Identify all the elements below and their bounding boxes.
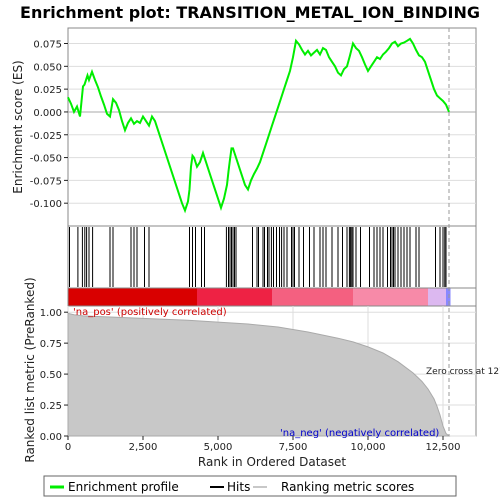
es-ytick-label: 0.000 — [33, 108, 62, 119]
es-ytick-label: 0.075 — [33, 40, 62, 51]
metric-xtick-label: 0 — [65, 442, 71, 453]
metric-ylabel: Ranked list metric (PreRanked) — [23, 277, 37, 462]
rank-color-bar — [68, 288, 451, 306]
zero-cross-label: Zero cross at 12700 — [426, 367, 500, 377]
es-ylabel: Enrichment score (ES) — [11, 60, 25, 193]
negative-correlation-label: 'na_neg' (negatively correlated) — [280, 428, 439, 439]
metric-ytick-label: 0.50 — [40, 370, 62, 381]
es-yticks: -0.100 -0.075 -0.050 -0.025 0.000 0.025 0.050 0… — [30, 40, 68, 210]
metric-xlabel: Rank in Ordered Dataset — [198, 455, 346, 469]
enrichment-profile-line — [67, 37, 450, 214]
metric-ytick-label: 1.00 — [40, 308, 62, 319]
legend-metric-label: Ranking metric scores — [281, 480, 414, 494]
metric-ytick-label: 0.75 — [40, 339, 62, 350]
rank-bar-segment — [446, 288, 451, 306]
chart-title: Enrichment plot: TRANSITION_METAL_ION_BI… — [20, 3, 480, 22]
rank-bar-segment — [353, 288, 428, 306]
es-ytick-label: -0.025 — [30, 131, 62, 142]
es-ytick-label: -0.050 — [30, 154, 62, 165]
ranking-metric-area — [67, 312, 451, 437]
legend-hits-label: Hits — [227, 480, 250, 494]
metric-xtick-label: 2,500 — [129, 442, 158, 453]
metric-xtick-label: 5,000 — [204, 442, 233, 453]
hit-marks — [69, 227, 447, 287]
metric-xticks: 0 2,500 5,000 7,500 10,000 12,500 — [65, 436, 461, 453]
rank-bar-segment — [428, 288, 446, 306]
metric-yticks: 0.00 0.25 0.50 0.75 1.00 — [40, 308, 68, 443]
metric-xtick-label: 12,500 — [426, 442, 461, 453]
metric-ytick-label: 0.25 — [40, 401, 62, 412]
es-ytick-label: 0.025 — [33, 85, 62, 96]
es-ytick-label: 0.050 — [33, 62, 62, 73]
legend-box — [43, 475, 457, 497]
rank-bar-segment — [197, 288, 272, 306]
metric-xtick-label: 7,500 — [279, 442, 308, 453]
legend-enrichment-label: Enrichment profile — [68, 480, 179, 494]
metric-xtick-label: 10,000 — [351, 442, 386, 453]
es-ytick-label: -0.075 — [30, 176, 62, 187]
es-ytick-label: -0.100 — [30, 199, 62, 210]
metric-ytick-label: 0.00 — [40, 432, 62, 443]
rank-bar-segment — [68, 288, 197, 306]
rank-bar-segment — [272, 288, 353, 306]
hits-panel-frame — [67, 225, 477, 289]
positive-correlation-label: 'na_pos' (positively correlated) — [73, 307, 227, 318]
